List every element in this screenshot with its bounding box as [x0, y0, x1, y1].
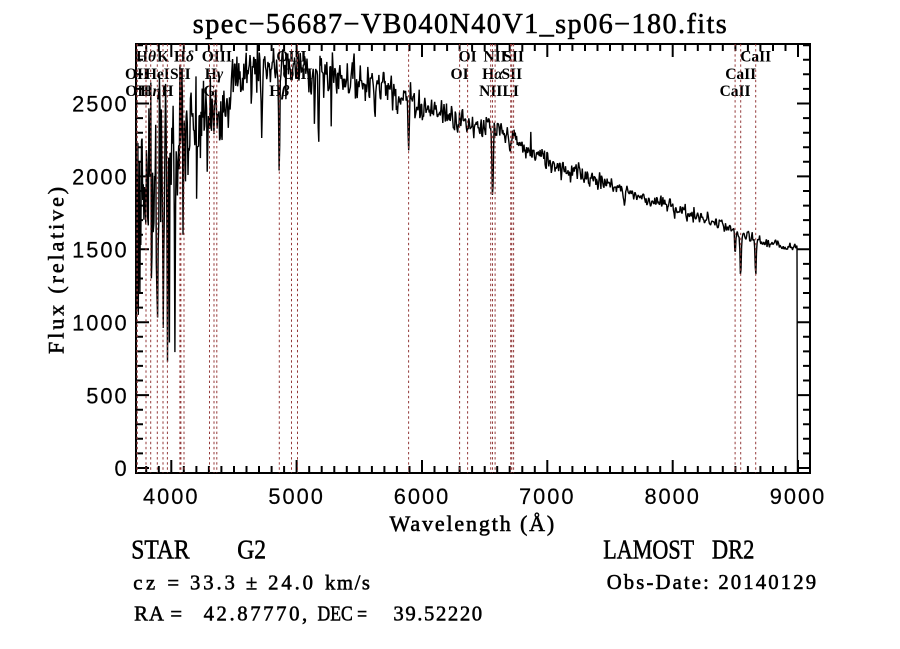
svg-text:OIII: OIII [282, 66, 312, 83]
svg-text:DR2: DR2 [712, 536, 754, 565]
svg-text:42.87770,: 42.87770, [204, 603, 310, 625]
svg-text:G2: G2 [237, 535, 266, 565]
svg-text:km/s: km/s [325, 573, 372, 595]
svg-text:OII: OII [125, 66, 149, 83]
svg-text:OI: OI [451, 66, 469, 83]
svg-text:spec−56687−VB040N40V1_sp06−180: spec−56687−VB040N40V1_sp06−180.fits [193, 9, 728, 40]
svg-text:LAMOST: LAMOST [603, 535, 694, 565]
svg-text:SII: SII [170, 66, 191, 83]
svg-text:500: 500 [86, 383, 128, 408]
svg-text:2000: 2000 [72, 165, 129, 190]
svg-text:8000: 8000 [644, 484, 701, 509]
svg-text:2500: 2500 [72, 92, 129, 117]
svg-text:1500: 1500 [72, 238, 129, 263]
svg-text:cz =: cz = [133, 573, 182, 595]
svg-text:NII: NII [483, 49, 506, 66]
svg-text:Flux (relative): Flux (relative) [44, 184, 69, 354]
svg-text:5000: 5000 [268, 484, 325, 509]
svg-text:RA =: RA = [134, 603, 183, 625]
svg-text:CaII: CaII [725, 66, 756, 83]
svg-text:SII: SII [503, 49, 524, 66]
svg-text:7000: 7000 [519, 484, 576, 509]
svg-text:39.52220: 39.52220 [393, 603, 483, 625]
svg-text:DEC =: DEC = [318, 603, 368, 626]
svg-text:K: K [157, 49, 169, 66]
svg-text:6000: 6000 [394, 484, 451, 509]
svg-text:Obs-Date: 20140129: Obs-Date: 20140129 [607, 572, 819, 594]
svg-text:4000: 4000 [143, 484, 200, 509]
svg-text:OI: OI [459, 49, 477, 66]
svg-text:0: 0 [114, 456, 128, 481]
svg-text:9000: 9000 [770, 484, 827, 509]
svg-text:STAR: STAR [131, 535, 189, 565]
svg-text:Hδ: Hδ [174, 49, 194, 66]
svg-text:1000: 1000 [72, 310, 129, 335]
svg-text:Wavelength (Å): Wavelength (Å) [390, 511, 557, 536]
svg-text:CaII: CaII [740, 49, 771, 66]
svg-text:OIII: OIII [276, 49, 306, 66]
svg-text:33.3 ± 24.0: 33.3 ± 24.0 [190, 573, 316, 595]
svg-text:Hα: Hα [482, 66, 503, 83]
svg-text:SII: SII [501, 66, 522, 83]
